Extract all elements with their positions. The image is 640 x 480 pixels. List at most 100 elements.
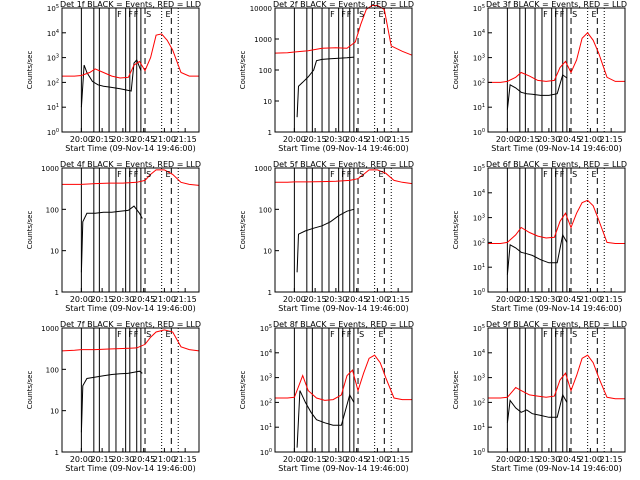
y-tick-label: 100 xyxy=(473,128,485,137)
x-tick-label: 20:00 xyxy=(496,135,519,144)
x-tick-label: 21:00 xyxy=(579,135,602,144)
y-tick-label: 104 xyxy=(47,29,59,38)
event-letter-label: F xyxy=(543,330,548,339)
x-tick-label: 21:00 xyxy=(366,295,389,304)
x-tick-label: 20:30 xyxy=(324,455,347,464)
x-tick-label: 21:15 xyxy=(387,295,410,304)
panel-title: Det 9f BLACK = Events, RED = LLD xyxy=(486,320,627,329)
y-tick-label: 101 xyxy=(473,423,485,432)
event-letter-label: S xyxy=(146,330,151,339)
y-tick-label: 10000 xyxy=(250,5,272,13)
y-tick-label: 101 xyxy=(47,103,59,112)
y-axis-label: Counts/sec xyxy=(26,211,34,250)
panel-2: F F F S E20:0020:1520:3020:4521:0021:1511010… xyxy=(239,0,414,153)
event-letter-label: F xyxy=(330,10,335,19)
event-letter-label: E xyxy=(166,170,171,179)
event-letter-label: E xyxy=(592,10,597,19)
y-tick-label: 104 xyxy=(473,29,485,38)
y-tick-label: 100 xyxy=(259,67,272,75)
y-axis-label: Counts/sec xyxy=(239,51,247,90)
event-letter-label: F xyxy=(543,10,548,19)
event-letter-label: E xyxy=(166,330,171,339)
y-tick-label: 101 xyxy=(473,263,485,272)
y-tick-label: 1 xyxy=(268,129,272,137)
y-tick-label: 10 xyxy=(263,248,272,256)
x-tick-label: 21:00 xyxy=(153,455,176,464)
x-tick-label: 20:30 xyxy=(111,455,134,464)
event-letter-label: F xyxy=(341,170,346,179)
x-tick-label: 20:45 xyxy=(558,135,581,144)
y-tick-label: 104 xyxy=(473,349,485,358)
x-axis-label: Start Time (09-Nov-14 19:46:00) xyxy=(491,144,621,153)
x-tick-label: 20:00 xyxy=(70,295,93,304)
event-letter-label: F xyxy=(560,170,565,179)
event-letter-label: S xyxy=(572,330,577,339)
y-tick-label: 102 xyxy=(473,78,485,87)
y-axis-label: Counts/sec xyxy=(239,211,247,250)
x-tick-label: 20:15 xyxy=(304,455,327,464)
y-tick-label: 103 xyxy=(473,214,485,223)
x-tick-label: 20:00 xyxy=(283,295,306,304)
x-tick-label: 21:15 xyxy=(600,135,623,144)
y-tick-label: 100 xyxy=(473,288,485,297)
event-letter-label: F xyxy=(560,330,565,339)
y-tick-label: 102 xyxy=(473,238,485,247)
y-tick-label: 1000 xyxy=(254,36,272,44)
x-axis-label: Start Time (09-Nov-14 19:46:00) xyxy=(278,304,408,313)
event-letter-label: S xyxy=(146,170,151,179)
event-letter-label: F xyxy=(347,10,352,19)
y-axis-label: Counts/sec xyxy=(452,211,460,250)
y-tick-label: 103 xyxy=(473,374,485,383)
event-letter-label: S xyxy=(359,170,364,179)
event-letter-label: E xyxy=(166,10,171,19)
panel-title: Det 6f BLACK = Events, RED = LLD xyxy=(486,160,627,169)
y-tick-label: 102 xyxy=(260,398,272,407)
x-tick-label: 20:00 xyxy=(496,455,519,464)
x-tick-label: 20:30 xyxy=(324,135,347,144)
x-tick-label: 20:45 xyxy=(558,295,581,304)
series-line-lld xyxy=(62,33,199,79)
x-tick-label: 20:30 xyxy=(111,135,134,144)
x-tick-label: 20:00 xyxy=(70,135,93,144)
y-tick-label: 100 xyxy=(473,448,485,457)
plot-frame xyxy=(61,167,200,293)
event-letter-label: F xyxy=(134,10,139,19)
y-tick-label: 105 xyxy=(260,324,272,333)
x-tick-label: 20:15 xyxy=(517,295,540,304)
series-line-events xyxy=(506,233,568,275)
y-tick-label: 105 xyxy=(47,4,59,13)
plot-frame xyxy=(274,327,413,453)
panel-title: Det 8f BLACK = Events, RED = LLD xyxy=(273,320,414,329)
y-tick-label: 100 xyxy=(46,206,59,214)
y-tick-label: 10 xyxy=(50,408,59,416)
event-letter-label: E xyxy=(592,330,597,339)
y-tick-label: 104 xyxy=(260,349,272,358)
event-letter-label: F xyxy=(330,330,335,339)
plot-frame xyxy=(61,327,200,453)
x-tick-label: 20:45 xyxy=(132,135,155,144)
event-letter-label: E xyxy=(379,170,384,179)
y-tick-label: 103 xyxy=(473,54,485,63)
panel-title: Det 7f BLACK = Events, RED = LLD xyxy=(60,320,201,329)
event-letter-label: S xyxy=(146,10,151,19)
y-tick-label: 104 xyxy=(473,189,485,198)
x-axis-label: Start Time (09-Nov-14 19:46:00) xyxy=(491,464,621,473)
panel-6: F F F S E20:0020:1520:3020:4521:0021:1510010… xyxy=(452,160,627,313)
panel-title: Det 3f BLACK = Events, RED = LLD xyxy=(486,0,627,9)
event-letter-label: F xyxy=(341,330,346,339)
y-tick-label: 1000 xyxy=(254,165,272,173)
panel-title: Det 1f BLACK = Events, RED = LLD xyxy=(60,0,201,9)
panel-3: F F F S E20:0020:1520:3020:4521:0021:1510010… xyxy=(452,0,627,153)
y-tick-label: 10 xyxy=(50,248,59,256)
plot-frame xyxy=(61,7,200,133)
series-line-lld xyxy=(275,169,413,185)
series-line-events xyxy=(296,208,355,273)
x-tick-label: 20:30 xyxy=(537,295,560,304)
y-axis-label: Counts/sec xyxy=(452,371,460,410)
x-tick-label: 20:45 xyxy=(558,455,581,464)
event-letter-label: F xyxy=(554,10,559,19)
event-letter-label: E xyxy=(379,330,384,339)
series-line-lld xyxy=(62,169,200,186)
y-tick-label: 105 xyxy=(473,324,485,333)
